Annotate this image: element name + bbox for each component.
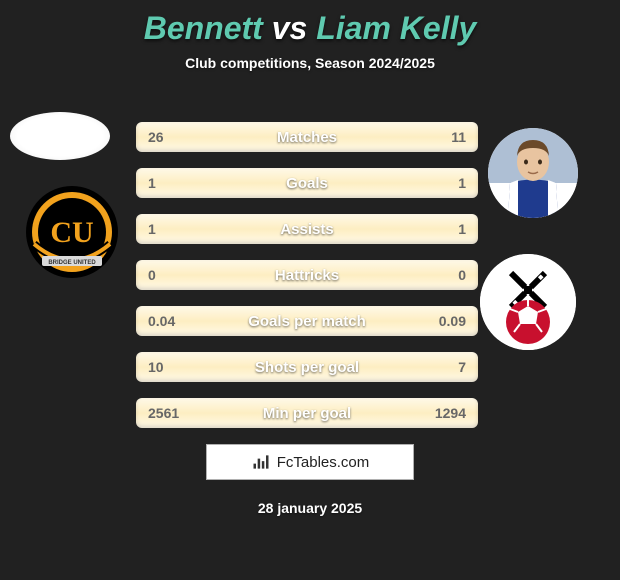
stat-label: Assists [280,221,333,238]
stat-right-value: 7 [458,359,466,375]
page-title: Bennett vs Liam Kelly [0,0,620,47]
stat-label: Matches [277,129,337,146]
stat-row: 10 Shots per goal 7 [136,352,478,382]
stat-row: 1 Goals 1 [136,168,478,198]
player1-avatar [10,112,110,160]
title-player1: Bennett [144,10,263,46]
date-text: 28 january 2025 [258,500,362,516]
title-vs: vs [272,10,308,46]
title-player2: Liam Kelly [316,10,476,46]
watermark-text: FcTables.com [277,454,370,471]
player2-avatar [488,128,578,218]
stat-left-value: 2561 [148,405,179,421]
stat-left-value: 10 [148,359,164,375]
stat-label: Min per goal [263,405,351,422]
subtitle: Club competitions, Season 2024/2025 [0,55,620,71]
stat-left-value: 0.04 [148,313,175,329]
stat-row: 26 Matches 11 [136,122,478,152]
stat-right-value: 0.09 [439,313,466,329]
stat-row: 2561 Min per goal 1294 [136,398,478,428]
stat-right-value: 1 [458,175,466,191]
stat-right-value: 1294 [435,405,466,421]
stat-label: Goals per match [248,313,366,330]
stat-right-value: 11 [451,129,466,145]
stat-row: 0 Hattricks 0 [136,260,478,290]
stat-left-value: 0 [148,267,156,283]
stat-row: 0.04 Goals per match 0.09 [136,306,478,336]
club-crest-left: CU BRIDGE UNITED [24,184,120,280]
stat-right-value: 1 [458,221,466,237]
stat-row: 1 Assists 1 [136,214,478,244]
crest-initials: CU [50,216,93,249]
chart-icon [251,452,271,472]
stat-label: Shots per goal [255,359,359,376]
stat-label: Hattricks [275,267,339,284]
watermark: FcTables.com [206,444,414,480]
stat-left-value: 1 [148,175,156,191]
stats-table: 26Matches111Goals11Assists10Hattricks00.… [136,122,478,444]
stat-label: Goals [286,175,328,192]
svg-text:BRIDGE UNITED: BRIDGE UNITED [48,260,96,266]
stat-left-value: 1 [148,221,156,237]
stat-left-value: 26 [148,129,164,145]
stat-right-value: 0 [458,267,466,283]
club-crest-right [480,254,576,350]
